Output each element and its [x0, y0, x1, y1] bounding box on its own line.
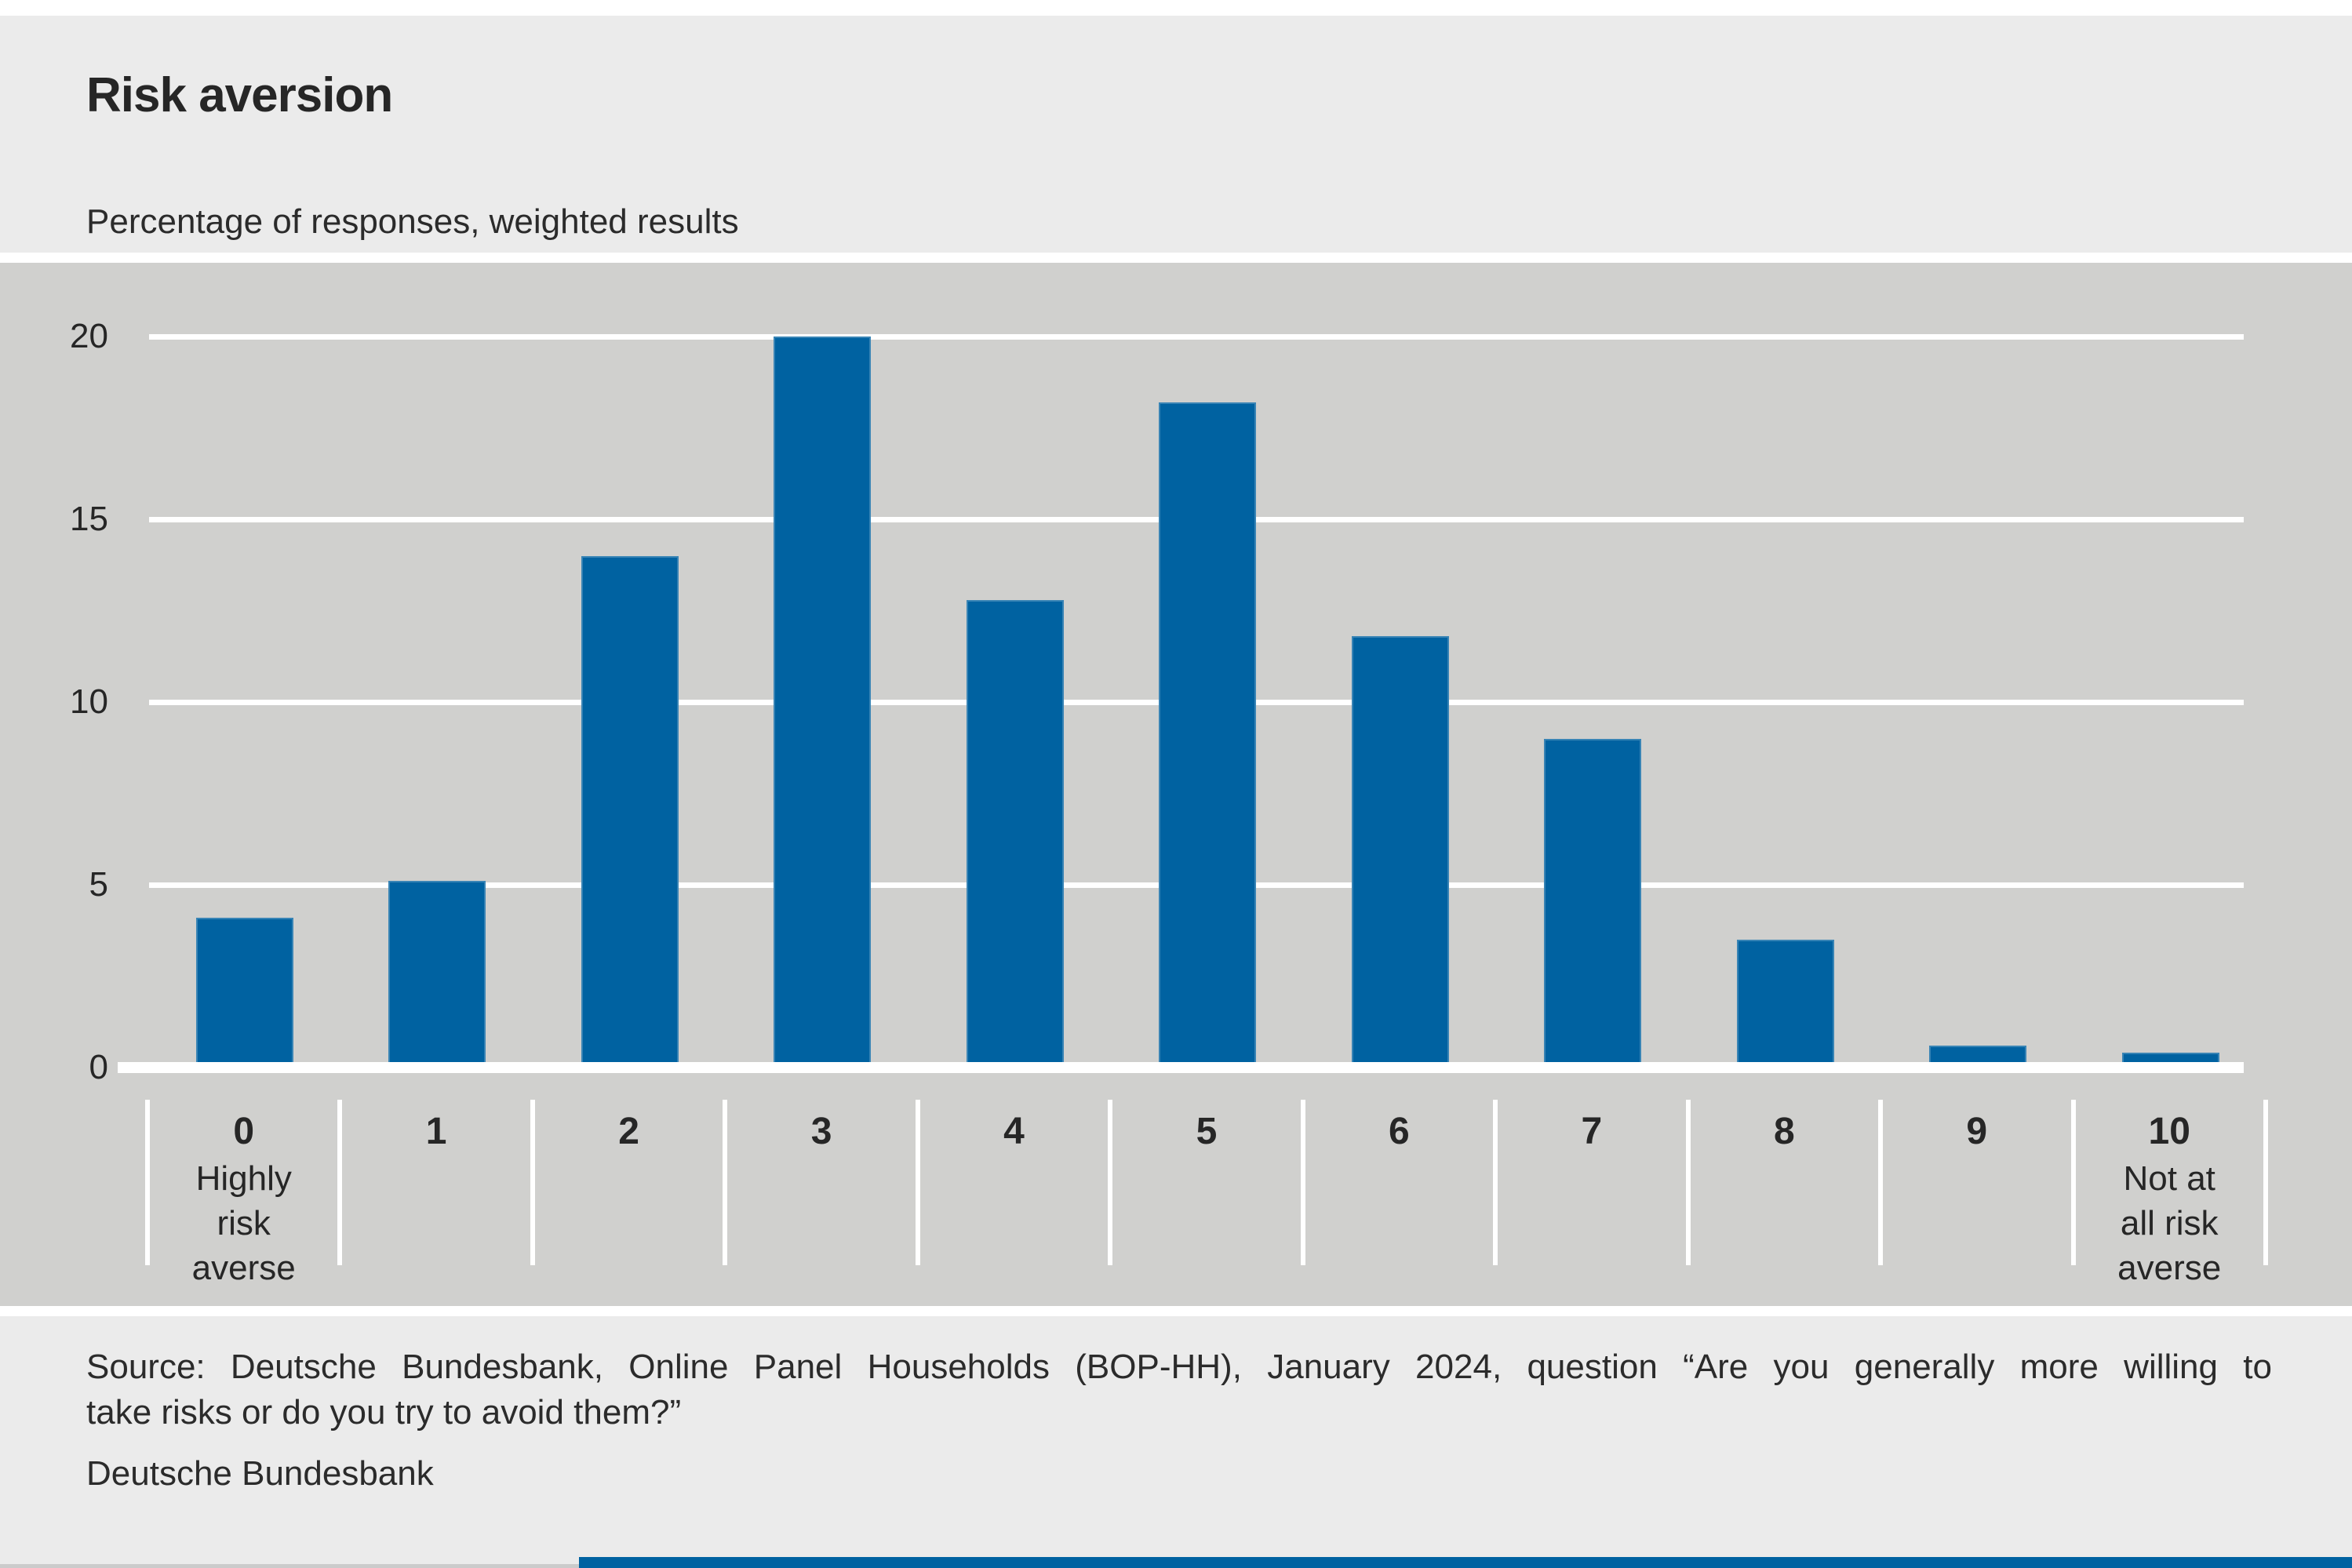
x-axis-category-9: 9	[1881, 1108, 2073, 1156]
x-axis-category-3: 3	[725, 1108, 917, 1156]
x-axis-tick-separator	[723, 1100, 728, 1265]
x-axis-category-8: 8	[1688, 1108, 1881, 1156]
chart-subtitle: Percentage of responses, weighted result…	[86, 202, 739, 241]
bar-category-6	[1351, 636, 1449, 1068]
x-axis-sublabel-line: averse	[191, 1249, 296, 1287]
x-axis-sublabel-line: Highly	[195, 1159, 292, 1198]
x-axis-label: 4	[1003, 1111, 1025, 1152]
bar-category-7	[1544, 738, 1642, 1068]
x-axis-label: 8	[1773, 1111, 1795, 1152]
x-axis-label: 7	[1581, 1111, 1603, 1152]
x-axis-label: 3	[810, 1111, 832, 1152]
bar-category-4	[966, 599, 1064, 1068]
y-axis-tick-label: 15	[70, 500, 108, 538]
x-axis-label: 10	[2148, 1111, 2190, 1152]
source-note-line2: take risks or do you try to avoid them?”	[86, 1393, 682, 1432]
x-axis-tick-separator	[1300, 1100, 1305, 1265]
source-note-line1: Source: Deutsche Bundesbank, Online Pane…	[86, 1348, 2272, 1386]
bar-category-2	[581, 555, 679, 1068]
x-axis-tick-separator	[337, 1100, 343, 1265]
publisher-name: Deutsche Bundesbank	[86, 1454, 434, 1493]
gridline-20	[149, 333, 2244, 340]
x-axis-category-1: 1	[340, 1108, 532, 1156]
bar-category-3	[774, 337, 872, 1068]
chart-header-panel: Risk aversion Percentage of responses, w…	[0, 16, 2352, 253]
x-axis-category-7: 7	[1495, 1108, 1688, 1156]
x-axis-sublabel-line: Not at	[2123, 1159, 2215, 1198]
x-axis-label: 0	[233, 1111, 255, 1152]
x-axis-label: 6	[1389, 1111, 1410, 1152]
y-axis-tick-label: 5	[89, 865, 108, 904]
source-note: Source: Deutsche Bundesbank, Online Pane…	[86, 1344, 2272, 1435]
x-axis-category-0: 0 Highly risk averse	[147, 1108, 340, 1290]
x-axis-category-2: 2	[533, 1108, 725, 1156]
x-axis-tick-separator	[2263, 1100, 2268, 1265]
x-axis-category-6: 6	[1303, 1108, 1495, 1156]
x-axis-tick-separator	[530, 1100, 535, 1265]
x-axis-tick-separator	[1685, 1100, 1691, 1265]
x-axis-category-4: 4	[918, 1108, 1110, 1156]
bar-category-0	[196, 917, 293, 1068]
x-axis-baseline	[118, 1062, 2244, 1073]
bar-category-8	[1736, 939, 1834, 1068]
x-axis-tick-separator	[2070, 1100, 2076, 1265]
x-axis-sublabel-line: all risk	[2120, 1204, 2219, 1242]
x-axis-tick-separator	[1493, 1100, 1498, 1265]
y-axis-tick-label: 20	[70, 317, 108, 355]
y-axis-tick-label: 0	[89, 1048, 108, 1086]
x-axis-label: 9	[1966, 1111, 1988, 1152]
x-axis-tick-separator	[915, 1100, 920, 1265]
bottom-accent-strip	[579, 1557, 2352, 1568]
x-axis-label: 1	[425, 1111, 447, 1152]
x-axis-category-10: 10 Not at all risk averse	[2073, 1108, 2266, 1290]
bar-chart-plot-area: 0 5 10 15 20 0 Highly risk averse 1 2 3 4 5 6 7 8 9 10 Not …	[0, 263, 2352, 1306]
x-axis-sublabel-line: averse	[2117, 1249, 2222, 1287]
bar-category-5	[1159, 402, 1257, 1068]
x-axis-label: 2	[618, 1111, 639, 1152]
x-axis-tick-separator	[1878, 1100, 1884, 1265]
x-axis-tick-separator	[145, 1100, 150, 1265]
bar-category-1	[388, 881, 486, 1068]
chart-footer-panel: Source: Deutsche Bundesbank, Online Pane…	[0, 1316, 2352, 1568]
x-axis-category-5: 5	[1110, 1108, 1302, 1156]
y-axis-tick-label: 10	[70, 682, 108, 721]
x-axis-label: 5	[1196, 1111, 1218, 1152]
x-axis-sublabel-line: risk	[217, 1204, 271, 1242]
x-axis-tick-separator	[1108, 1100, 1113, 1265]
page-title: Risk aversion	[86, 68, 393, 122]
